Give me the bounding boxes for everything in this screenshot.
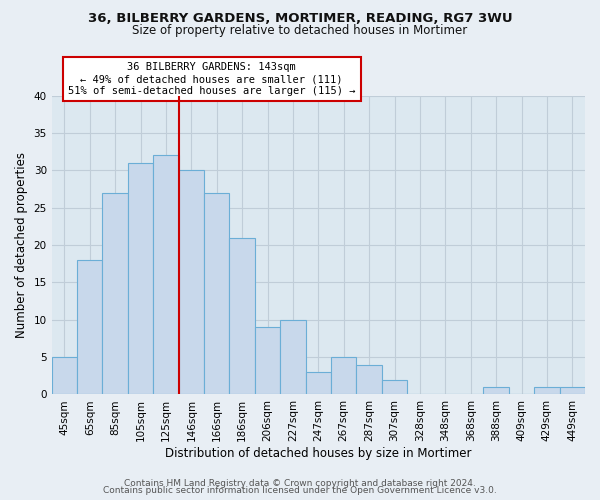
Text: 36 BILBERRY GARDENS: 143sqm
← 49% of detached houses are smaller (111)
51% of se: 36 BILBERRY GARDENS: 143sqm ← 49% of det… (68, 62, 355, 96)
Text: Contains HM Land Registry data © Crown copyright and database right 2024.: Contains HM Land Registry data © Crown c… (124, 478, 476, 488)
X-axis label: Distribution of detached houses by size in Mortimer: Distribution of detached houses by size … (165, 447, 472, 460)
Bar (534, 387, 560, 394)
Bar (255, 327, 280, 394)
Bar (331, 357, 356, 395)
Bar (179, 170, 204, 394)
Bar (128, 163, 153, 394)
Bar (280, 320, 305, 394)
Y-axis label: Number of detached properties: Number of detached properties (15, 152, 28, 338)
Bar (77, 260, 103, 394)
Bar (204, 193, 229, 394)
Bar (103, 193, 128, 394)
Bar (153, 156, 179, 394)
Text: 36, BILBERRY GARDENS, MORTIMER, READING, RG7 3WU: 36, BILBERRY GARDENS, MORTIMER, READING,… (88, 12, 512, 26)
Bar (484, 387, 509, 394)
Text: Size of property relative to detached houses in Mortimer: Size of property relative to detached ho… (133, 24, 467, 37)
Bar (356, 364, 382, 394)
Bar (305, 372, 331, 394)
Text: Contains public sector information licensed under the Open Government Licence v3: Contains public sector information licen… (103, 486, 497, 495)
Bar (52, 357, 77, 395)
Bar (560, 387, 585, 394)
Bar (229, 238, 255, 394)
Bar (382, 380, 407, 394)
